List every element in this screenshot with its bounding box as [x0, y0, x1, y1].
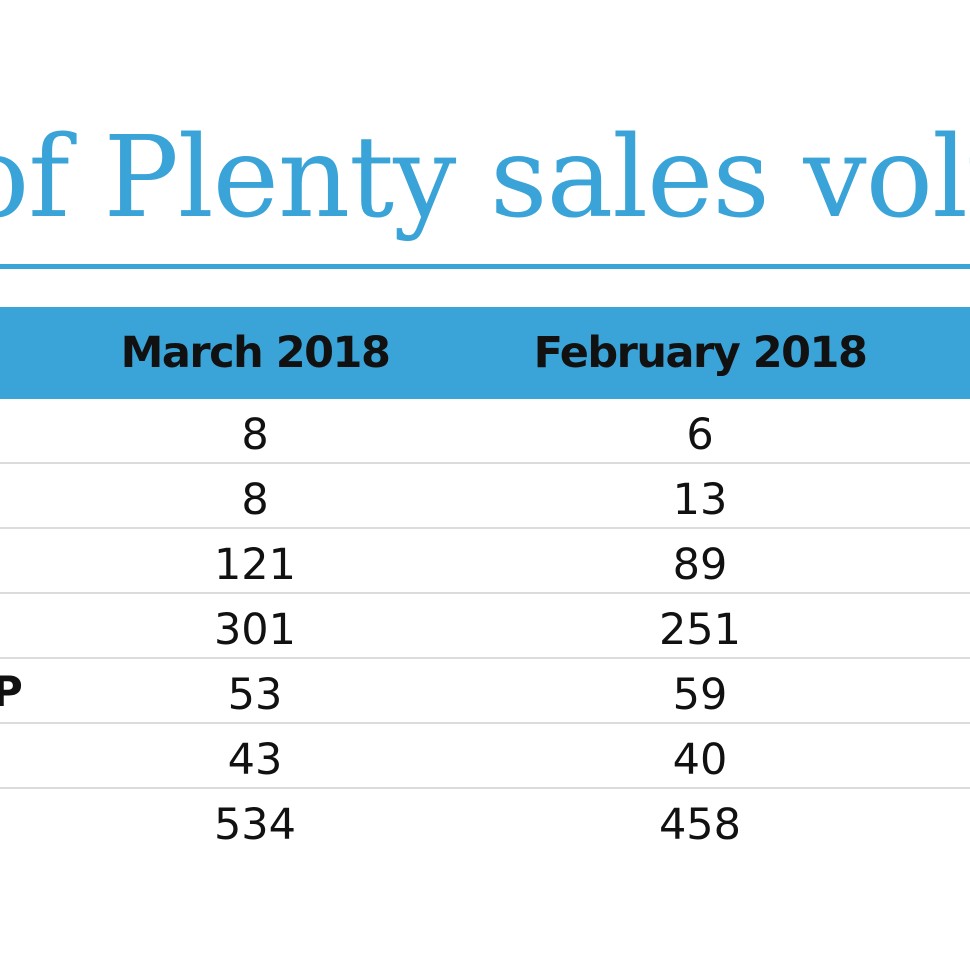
- table-cell-march: 8: [241, 410, 269, 460]
- table-cell-february: 458: [658, 800, 742, 850]
- row-label: P: [0, 667, 23, 716]
- table-cell-february: 59: [672, 670, 728, 720]
- table-cell-february: 40: [672, 735, 728, 785]
- column-header-march-2018: March 2018: [120, 328, 391, 378]
- table-row: 301 251: [0, 594, 970, 659]
- table-cell-march: 121: [213, 540, 297, 590]
- table-row: 121 89: [0, 529, 970, 594]
- column-header-february-2018: February 2018: [533, 328, 868, 378]
- table-cell-march: 53: [227, 670, 283, 720]
- table-cell-february: 251: [658, 605, 742, 655]
- table-cell-march: 534: [213, 800, 297, 850]
- table-row: P 53 59: [0, 659, 970, 724]
- table-row: 43 40: [0, 724, 970, 789]
- title-underline-rule: [0, 264, 970, 269]
- table-cell-march: 301: [213, 605, 297, 655]
- table-cell-february: 89: [672, 540, 728, 590]
- table-cell-march: 8: [241, 475, 269, 525]
- table-cell-march: 43: [227, 735, 283, 785]
- table-row: 8 6: [0, 399, 970, 464]
- table-cell-february: 6: [686, 410, 714, 460]
- table-row: 8 13: [0, 464, 970, 529]
- chart-title: of Plenty sales volu: [0, 118, 970, 243]
- table-row: 534 458: [0, 789, 970, 854]
- chart-title-area: of Plenty sales volu: [0, 118, 970, 258]
- table-body: 8 6 8 13 121 89 301 251 P 53 59 43 40 53…: [0, 399, 970, 854]
- table-cell-february: 13: [672, 475, 728, 525]
- table-header-bar: March 2018 February 2018: [0, 307, 970, 399]
